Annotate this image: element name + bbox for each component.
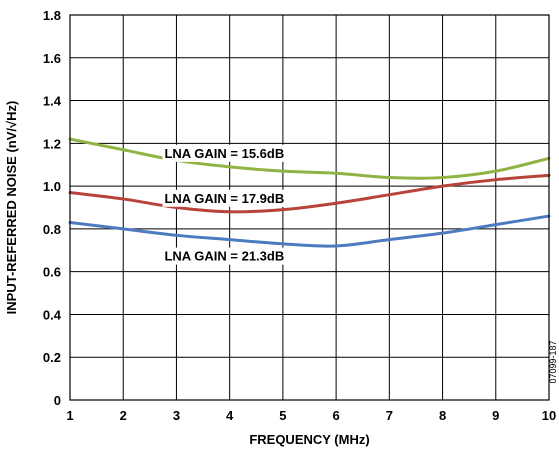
y-tick-label: 0.4 [43, 307, 62, 322]
y-tick-label: 0.8 [43, 222, 61, 237]
series-label-background [162, 144, 287, 162]
x-tick-label: 5 [279, 408, 286, 423]
plot-frame [69, 14, 550, 401]
x-tick-label: 9 [492, 408, 499, 423]
y-tick-labels: 0 0.2 0.4 0.6 0.8 1.0 1.2 1.4 1.6 1.8 [43, 8, 62, 408]
x-tick-label: 3 [173, 408, 180, 423]
series-line-lna-gain-17-9db [68, 173, 551, 214]
series-label-background [162, 247, 287, 265]
y-tick-label: 0.2 [43, 350, 61, 365]
x-tick-label: 8 [439, 408, 446, 423]
series-lines [68, 137, 551, 248]
y-tick-label: 1.2 [43, 136, 61, 151]
figure-id: 07099-187 [548, 340, 558, 383]
x-axis-title: FREQUENCY (MHz) [249, 432, 369, 447]
x-tick-label: 10 [542, 408, 556, 423]
y-tick-label: 0.6 [43, 265, 61, 280]
y-tick-label: 1.6 [43, 51, 61, 66]
series-line-lna-gain-15-6db [68, 137, 551, 180]
y-axis-title: INPUT-REFERRED NOISE (nV/√Hz) [4, 101, 19, 315]
x-tick-labels: 1 2 3 4 5 6 7 8 9 10 [66, 408, 556, 423]
x-tick-label: 6 [332, 408, 339, 423]
series-label-lna-gain-21-3db: LNA GAIN = 21.3dB [164, 249, 284, 264]
x-tick-label: 1 [66, 408, 73, 423]
series-label-lna-gain-15-6db: LNA GAIN = 15.6dB [164, 146, 284, 161]
y-tick-label: 1.4 [43, 94, 62, 109]
x-tick-label: 4 [226, 408, 234, 423]
x-tick-label: 2 [120, 408, 127, 423]
y-tick-label: 1.8 [43, 8, 61, 23]
series-labels: LNA GAIN = 15.6dB LNA GAIN = 17.9dB LNA GA… [162, 144, 287, 265]
y-tick-label: 1.0 [43, 179, 61, 194]
y-tick-label: 0 [54, 393, 61, 408]
series-label-background [162, 189, 287, 207]
series-label-lna-gain-17-9db: LNA GAIN = 17.9dB [164, 191, 284, 206]
series-line-lna-gain-21-3db [68, 214, 551, 248]
x-tick-label: 7 [386, 408, 393, 423]
